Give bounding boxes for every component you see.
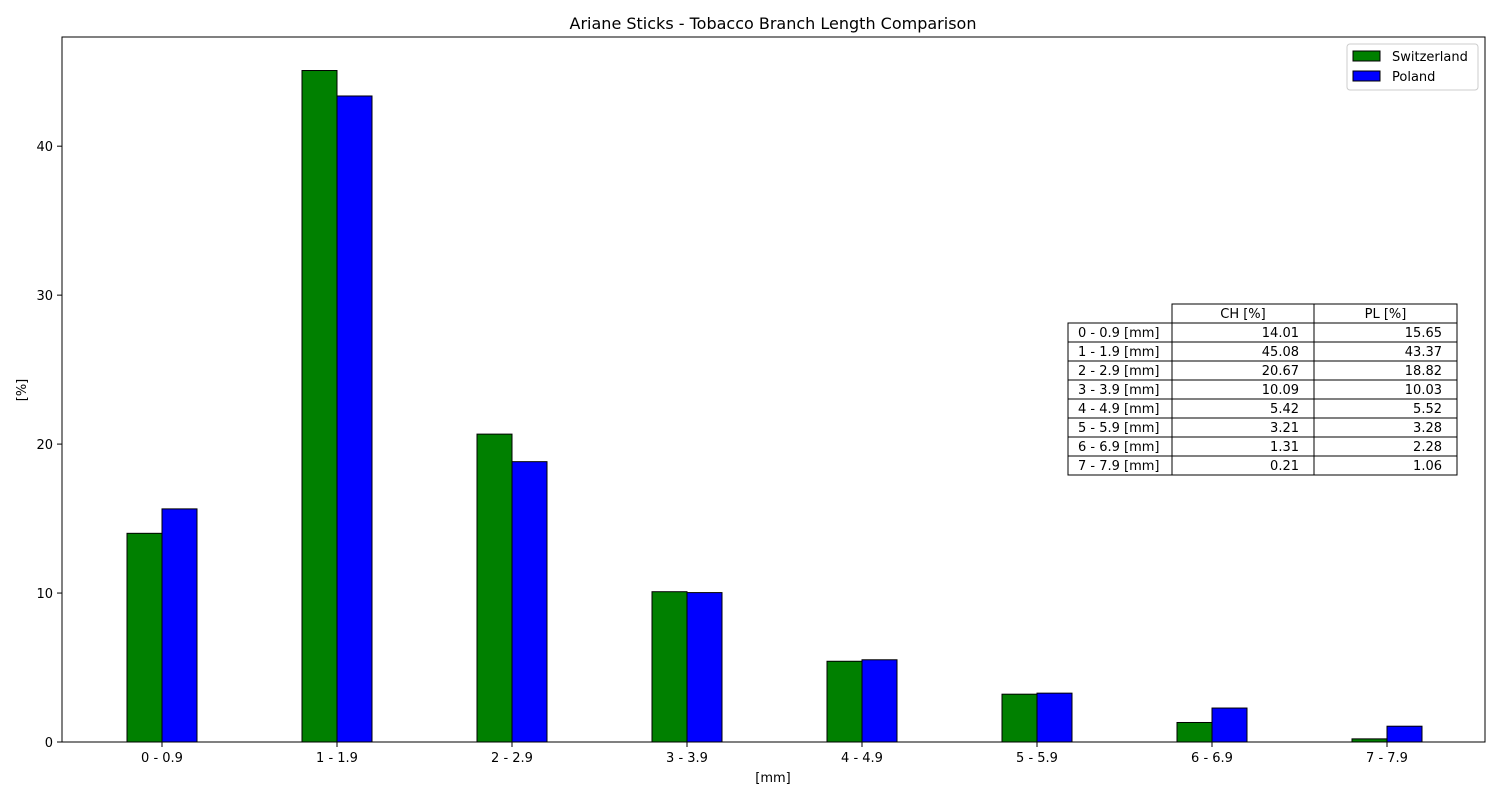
x-tick-label: 3 - 3.9 — [666, 751, 708, 766]
table-cell-value: 2.28 — [1413, 440, 1442, 455]
bar-switzerland-1 — [301, 70, 338, 743]
bar-poland-2 — [511, 461, 548, 743]
legend: Switzerland Poland — [1346, 43, 1479, 91]
y-tick-label: 0 — [45, 736, 53, 751]
table-cell-value: 45.08 — [1262, 345, 1299, 360]
x-tick-label: 6 - 6.9 — [1191, 751, 1233, 766]
bar-switzerland-0 — [126, 532, 163, 743]
bar-poland-0 — [161, 508, 198, 743]
table-col-header: CH [%] — [1220, 307, 1265, 322]
table-row-label: 5 - 5.9 [mm] — [1078, 421, 1160, 436]
table-cell — [1313, 455, 1458, 476]
table-row-label: 3 - 3.9 [mm] — [1078, 383, 1160, 398]
table-col-header: PL [%] — [1365, 307, 1407, 322]
legend-swatch-poland — [1352, 70, 1381, 82]
bars-layer — [126, 70, 1423, 743]
x-axis-label: [mm] — [755, 771, 790, 786]
bar-poland-1 — [336, 95, 373, 743]
table-cell-value: 3.28 — [1413, 421, 1442, 436]
table-row-label: 2 - 2.9 [mm] — [1078, 364, 1160, 379]
legend-label-switzerland: Switzerland — [1392, 50, 1468, 65]
x-tick-label: 1 - 1.9 — [316, 751, 358, 766]
bar-switzerland-2 — [476, 433, 513, 743]
table-cell-value: 10.09 — [1262, 383, 1299, 398]
bar-switzerland-3 — [651, 591, 688, 743]
table-cell-value: 18.82 — [1405, 364, 1442, 379]
legend-label-poland: Poland — [1392, 70, 1435, 85]
y-axis-label: [%] — [15, 379, 30, 402]
legend-swatch-switzerland — [1352, 50, 1381, 62]
bar-poland-4 — [861, 659, 898, 743]
table-cell-value: 1.06 — [1413, 459, 1442, 474]
table-cell-value: 43.37 — [1405, 345, 1442, 360]
table-cell-value: 20.67 — [1262, 364, 1299, 379]
y-tick-label: 10 — [36, 587, 53, 602]
bar-switzerland-6 — [1176, 721, 1213, 743]
table-cell-value: 10.03 — [1405, 383, 1442, 398]
y-tick-label: 40 — [36, 140, 53, 155]
table-cell-value: 0.21 — [1270, 459, 1299, 474]
table-row-label: 6 - 6.9 [mm] — [1078, 440, 1160, 455]
table-row-label: 1 - 1.9 [mm] — [1078, 345, 1160, 360]
table-cell-value: 3.21 — [1270, 421, 1299, 436]
bar-poland-5 — [1036, 692, 1073, 743]
x-tick-label: 0 - 0.9 — [141, 751, 183, 766]
x-tick-label: 7 - 7.9 — [1366, 751, 1408, 766]
y-tick-label: 20 — [36, 438, 53, 453]
table-row-label: 4 - 4.9 [mm] — [1078, 402, 1160, 417]
table-cell-value: 5.42 — [1270, 402, 1299, 417]
bar-poland-3 — [686, 592, 723, 743]
data-table: CH [%] PL [%] 0 - 0.9 [mm] 14.01 15.65 1 - 1.… — [1067, 303, 1458, 476]
table-row-label: 7 - 7.9 [mm] — [1078, 459, 1160, 474]
table-cell-value: 14.01 — [1262, 326, 1299, 341]
table-cell-value: 15.65 — [1405, 326, 1442, 341]
table-cell-value: 5.52 — [1413, 402, 1442, 417]
plot-frame — [61, 36, 1486, 743]
ticks-layer: 0 - 0.9 1 - 1.9 2 - 2.9 3 - 3.9 4 - 4.9 5 - 5… — [36, 140, 1408, 766]
y-tick-label: 30 — [36, 289, 53, 304]
bar-poland-7 — [1386, 725, 1423, 743]
chart-title: Ariane Sticks - Tobacco Branch Length Co… — [570, 14, 977, 33]
table-cell-value: 1.31 — [1270, 440, 1299, 455]
bar-switzerland-4 — [826, 660, 863, 743]
x-tick-label: 4 - 4.9 — [841, 751, 883, 766]
bar-switzerland-5 — [1001, 693, 1038, 743]
table-row-label: 0 - 0.9 [mm] — [1078, 326, 1160, 341]
bar-poland-6 — [1211, 707, 1248, 743]
x-tick-label: 5 - 5.9 — [1016, 751, 1058, 766]
x-tick-label: 2 - 2.9 — [491, 751, 533, 766]
